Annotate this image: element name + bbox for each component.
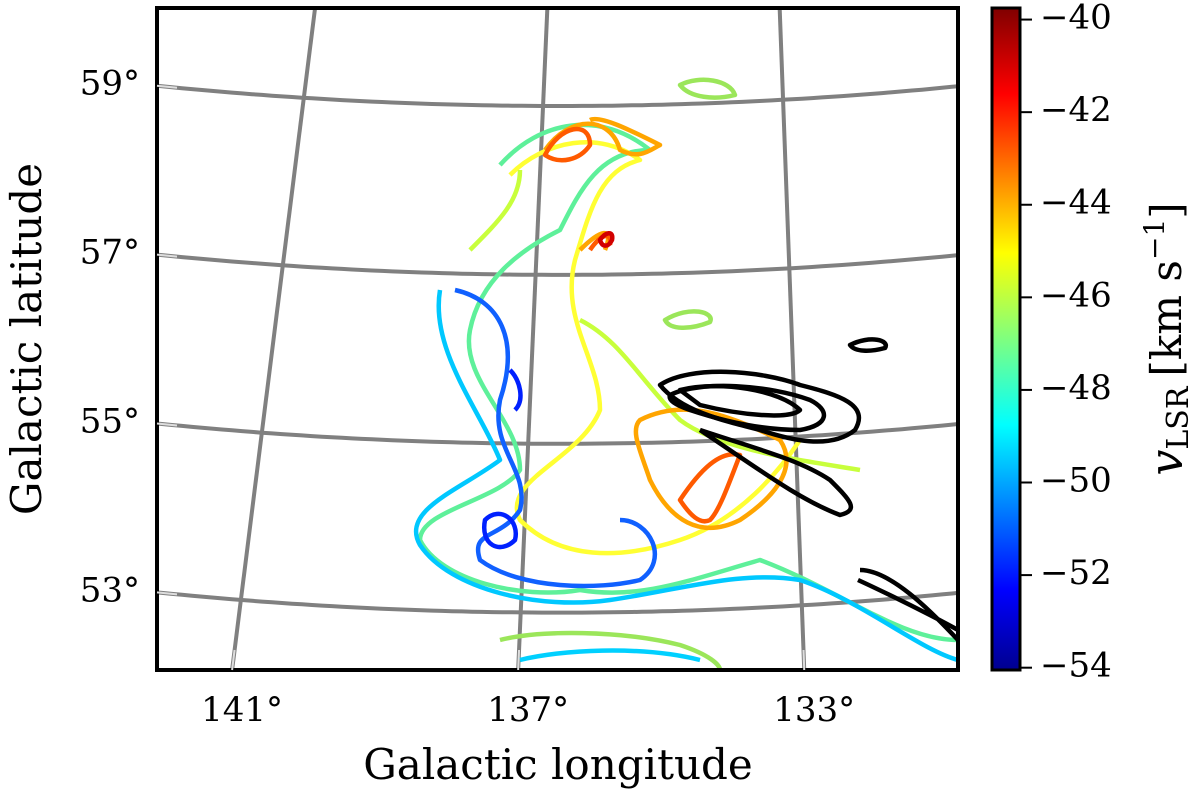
contour: [417, 122, 958, 643]
x-tick: [231, 649, 236, 671]
colorbar: [990, 6, 1022, 672]
colorbar-label: vLSR [km s−1]: [1138, 202, 1197, 475]
contours: [413, 77, 958, 670]
grid-line: [157, 252, 958, 277]
cb-label-sub: LSR: [1161, 385, 1196, 449]
y-tick: [156, 84, 178, 89]
grid-line: [777, 8, 807, 670]
contour: [662, 77, 738, 330]
contour: [597, 231, 615, 248]
grid-line: [157, 421, 958, 446]
x-tick: [802, 649, 806, 671]
contour: [499, 630, 723, 670]
colorbar-tick-label: −42: [1040, 90, 1112, 130]
colorbar-tick-label: −54: [1040, 646, 1112, 686]
contour: [413, 289, 958, 663]
x-axis-label: Galactic longitude: [363, 740, 753, 789]
y-tick-label: 59°: [80, 64, 140, 104]
y-tick-label: 57°: [80, 233, 140, 273]
x-tick: [517, 649, 521, 671]
contour: [468, 169, 861, 473]
colorbar-tick-label: −40: [1040, 0, 1112, 38]
contour: [657, 369, 862, 444]
contour: [481, 368, 523, 550]
contour: [677, 383, 854, 518]
colorbar-tick-label: −50: [1040, 461, 1112, 501]
y-axis-label: Galactic latitude: [2, 163, 51, 515]
y-tick: [156, 591, 178, 596]
colorbar-tick-label: −52: [1040, 553, 1112, 593]
colorbar-tick-label: −46: [1040, 275, 1112, 315]
colorbar-tick-label: −44: [1040, 183, 1112, 223]
graticule: [157, 8, 958, 670]
grid-line: [157, 590, 958, 615]
x-tick-label: 137°: [487, 690, 569, 730]
contour: [519, 648, 701, 663]
cb-label-end: ]: [1142, 202, 1191, 218]
y-tick-label: 53°: [80, 570, 140, 610]
grid-line: [157, 83, 958, 108]
cb-label-v: v: [1139, 450, 1193, 476]
contour: [508, 140, 802, 556]
cb-label-sup: −1: [1138, 219, 1171, 260]
x-tick-label: 141°: [201, 690, 283, 730]
contour: [847, 337, 958, 642]
grid-line: [516, 8, 550, 670]
colorbar-tick-label: −48: [1040, 368, 1112, 408]
y-tick: [156, 422, 178, 427]
contour: [454, 287, 658, 589]
y-tick: [156, 253, 178, 258]
cb-label-unit: [km s: [1142, 260, 1191, 377]
plot-frame: [155, 6, 960, 672]
x-tick-label: 133°: [773, 690, 855, 730]
y-tick-label: 55°: [80, 401, 140, 441]
grid-line: [230, 8, 318, 670]
